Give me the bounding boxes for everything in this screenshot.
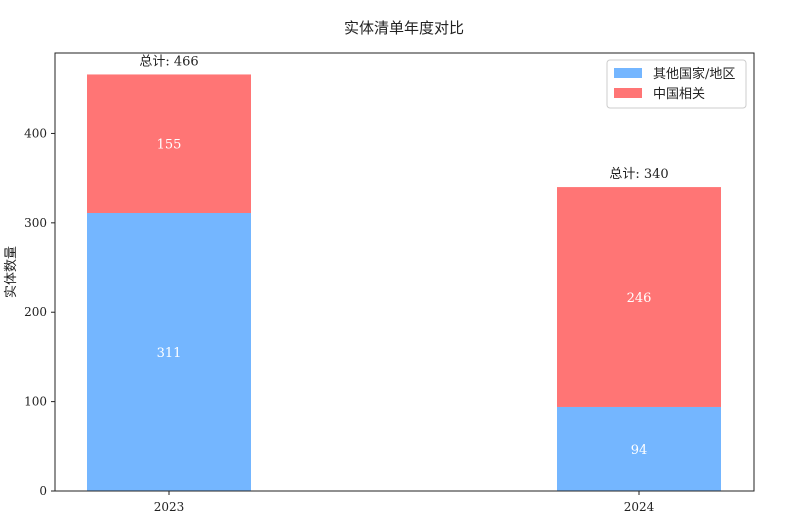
bar-2023-series-1 xyxy=(87,74,251,214)
bar-value-label: 311 xyxy=(157,346,182,361)
chart-title: 实体清单年度对比 xyxy=(344,19,464,37)
x-tick-label: 2023 xyxy=(154,500,185,514)
bar-2024-series-1 xyxy=(557,187,721,407)
bar-value-label: 246 xyxy=(627,291,652,306)
y-tick-label: 100 xyxy=(24,395,47,409)
legend-label: 中国相关 xyxy=(653,87,705,102)
legend-swatch xyxy=(614,88,642,98)
total-label: 总计: 466 xyxy=(139,54,198,69)
total-label: 总计: 340 xyxy=(609,167,668,182)
y-axis-label: 实体数量 xyxy=(4,246,19,298)
y-tick-label: 200 xyxy=(24,305,47,319)
bar-value-label: 94 xyxy=(631,443,648,458)
plot-area: 311 155 总计: 466 2023 94 246 总计: 340 2024 0 100 200… xyxy=(24,52,755,514)
bar-value-label: 155 xyxy=(157,138,182,153)
x-tick-label: 2024 xyxy=(624,500,655,514)
y-tick-label: 400 xyxy=(24,126,47,140)
y-tick-label: 300 xyxy=(24,216,47,230)
y-tick-label: 0 xyxy=(39,484,47,498)
legend-swatch xyxy=(614,68,642,78)
bar-2023-series-0 xyxy=(87,213,251,491)
legend-label: 其他国家/地区 xyxy=(653,66,735,82)
axes-frame xyxy=(54,52,755,492)
bar-2024-series-0 xyxy=(557,406,721,491)
